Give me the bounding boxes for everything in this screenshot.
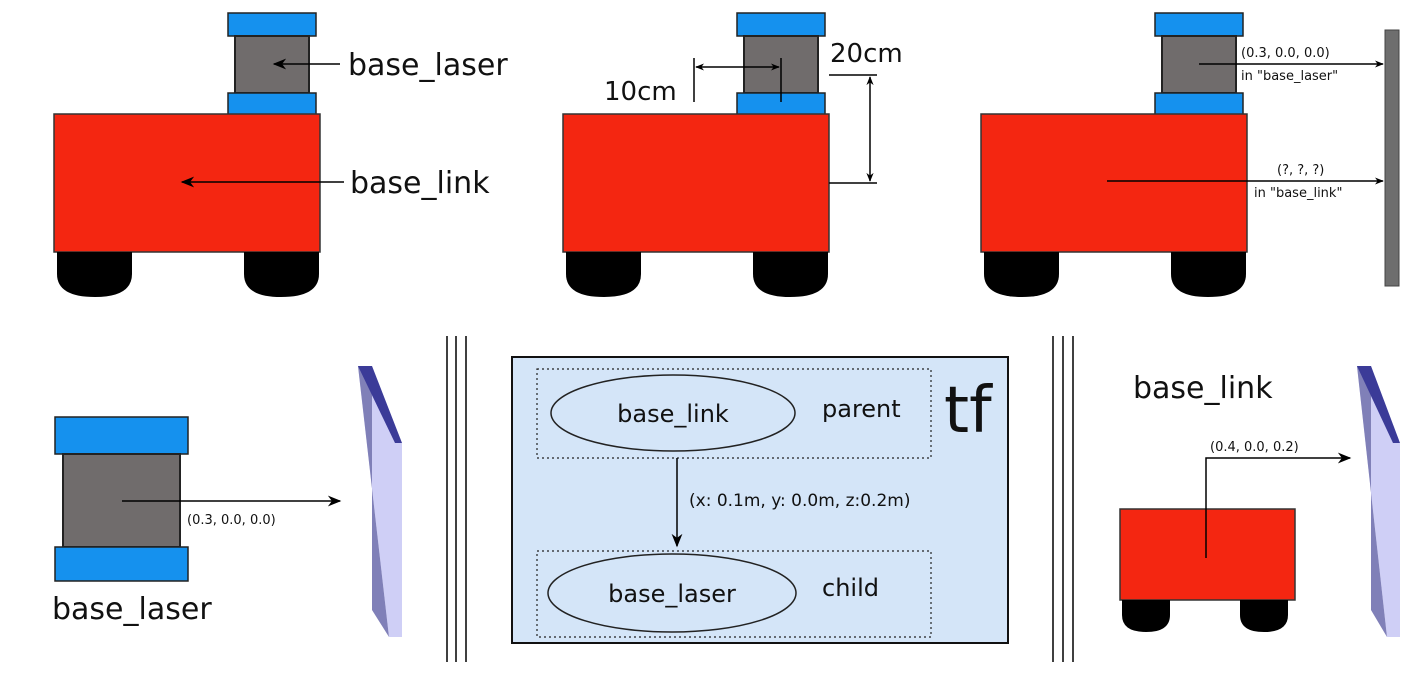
wall-top-edge (358, 366, 402, 443)
parent-frame-box (536, 368, 932, 459)
base-laser-label: base_laser (348, 48, 508, 83)
child-node-label: base_laser (608, 580, 736, 608)
left-wheel (566, 252, 641, 297)
horizontal-offset-label: 10cm (604, 77, 677, 107)
base-link-reading-arrow (1205, 452, 1352, 558)
robot-panel-frames: base_laser base_link (53, 12, 508, 297)
child-frame-box (536, 550, 932, 638)
laser-frame-label: in "base_laser" (1241, 69, 1338, 84)
left-separator (446, 336, 467, 662)
robot-body (562, 113, 830, 253)
laser-frame-panel: (0.3, 0.0, 0.0) base_laser (52, 366, 402, 637)
laser-top-cap (54, 416, 189, 455)
left-wheel (1122, 600, 1170, 632)
right-separator (1052, 336, 1074, 662)
child-node (547, 553, 797, 633)
wall (1384, 29, 1400, 287)
base-link-reading-label: (0.4, 0.0, 0.2) (1210, 440, 1299, 455)
laser-top-cap (736, 12, 826, 37)
tf-tree-panel: tf base_link parent (x: 0.1m, y: 0.0m, z… (511, 356, 1009, 644)
laser-reading-label: (0.3, 0.0, 0.0) (1241, 46, 1330, 61)
robot-body (1119, 508, 1296, 601)
right-wheel (1171, 252, 1246, 297)
robot-body (980, 113, 1248, 253)
laser-top-cap (1154, 12, 1244, 37)
laser-top-cap (227, 12, 317, 37)
left-wheel (984, 252, 1059, 297)
laser-reading-label: (0.3, 0.0, 0.0) (187, 513, 276, 528)
base-link-frame-label: base_link (1133, 371, 1273, 406)
vertical-offset-label: 20cm (830, 39, 903, 69)
right-wheel (753, 252, 828, 297)
tf-title: tf (944, 374, 993, 448)
parent-node-label: base_link (617, 400, 729, 428)
child-role-label: child (822, 574, 879, 602)
base-link-label: base_link (350, 166, 490, 201)
wall-front (358, 366, 389, 637)
laser-frame-label: base_laser (52, 592, 212, 627)
parent-role-label: parent (822, 395, 901, 423)
laser-bottom-cap (227, 92, 317, 116)
right-wheel (244, 252, 319, 297)
parent-node (550, 374, 796, 452)
wall-front (1357, 366, 1387, 637)
base-link-frame-panel: base_link (0.4, 0.0, 0.2) (1119, 366, 1400, 637)
laser-bottom-cap (1154, 92, 1244, 116)
robot-panel-offsets: 10cm 20cm (562, 12, 903, 297)
left-wheel (57, 252, 132, 297)
transform-label: (x: 0.1m, y: 0.0m, z:0.2m) (689, 491, 910, 511)
link-reading-label: (?, ?, ?) (1277, 163, 1324, 178)
link-frame-label: in "base_link" (1254, 186, 1342, 201)
robot-panel-wall-distance: (0.3, 0.0, 0.0) in "base_laser" (?, ?, ?… (980, 12, 1400, 297)
right-wheel (1240, 600, 1288, 632)
wall-top-edge (1357, 366, 1400, 443)
robot-body (53, 113, 321, 253)
laser-bottom-cap (54, 546, 189, 582)
